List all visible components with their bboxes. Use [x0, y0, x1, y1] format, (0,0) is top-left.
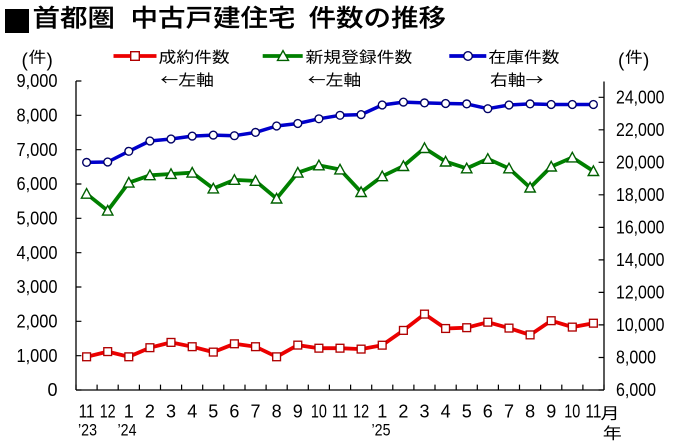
svg-text:(: ( [618, 51, 625, 72]
svg-text:10: 10 [564, 402, 580, 422]
svg-text:12: 12 [353, 402, 369, 422]
svg-text:6: 6 [229, 402, 239, 422]
svg-text:2,000: 2,000 [17, 312, 58, 332]
svg-text:10: 10 [311, 402, 327, 422]
svg-text:’23: ’23 [78, 422, 97, 440]
svg-text:1: 1 [124, 402, 134, 422]
svg-text:3: 3 [419, 402, 429, 422]
svg-text:5: 5 [208, 402, 218, 422]
svg-text:5,000: 5,000 [17, 209, 58, 229]
svg-text:4,000: 4,000 [17, 243, 58, 263]
svg-text:3: 3 [166, 402, 176, 422]
svg-text:10,000: 10,000 [616, 315, 665, 335]
svg-text:3,000: 3,000 [17, 277, 58, 297]
svg-text:18,000: 18,000 [616, 185, 665, 205]
svg-text:7: 7 [504, 402, 514, 422]
svg-text:8,000: 8,000 [17, 106, 58, 126]
svg-text:): ) [643, 51, 649, 72]
svg-text:4: 4 [187, 402, 197, 422]
svg-text:24,000: 24,000 [616, 88, 665, 108]
svg-text:’25: ’25 [372, 422, 391, 440]
svg-text:11: 11 [585, 402, 601, 422]
svg-text:1,000: 1,000 [17, 346, 58, 366]
svg-text:9: 9 [293, 402, 303, 422]
svg-text:22,000: 22,000 [616, 120, 665, 140]
svg-text:0: 0 [47, 380, 57, 400]
svg-text:4: 4 [441, 402, 451, 422]
svg-text:2: 2 [398, 402, 408, 422]
svg-text:7: 7 [250, 402, 260, 422]
svg-text:12,000: 12,000 [616, 283, 665, 303]
svg-text:20,000: 20,000 [616, 153, 665, 173]
svg-text:1: 1 [377, 402, 387, 422]
svg-text:11: 11 [79, 402, 95, 422]
svg-text:’24: ’24 [118, 422, 137, 440]
svg-text:8: 8 [525, 402, 535, 422]
svg-text:11: 11 [332, 402, 348, 422]
svg-text:(: ( [22, 51, 29, 72]
svg-text:2: 2 [145, 402, 155, 422]
svg-text:): ) [47, 51, 53, 72]
svg-text:14,000: 14,000 [616, 250, 665, 270]
svg-text:12: 12 [100, 402, 116, 422]
svg-text:6,000: 6,000 [616, 380, 656, 400]
svg-text:5: 5 [462, 402, 472, 422]
svg-text:6: 6 [483, 402, 493, 422]
svg-text:8,000: 8,000 [616, 348, 656, 368]
svg-text:9: 9 [546, 402, 556, 422]
svg-text:9,000: 9,000 [17, 71, 58, 91]
svg-text:6,000: 6,000 [17, 174, 58, 194]
svg-text:16,000: 16,000 [616, 218, 665, 238]
svg-text:7,000: 7,000 [17, 140, 58, 160]
svg-text:8: 8 [272, 402, 282, 422]
